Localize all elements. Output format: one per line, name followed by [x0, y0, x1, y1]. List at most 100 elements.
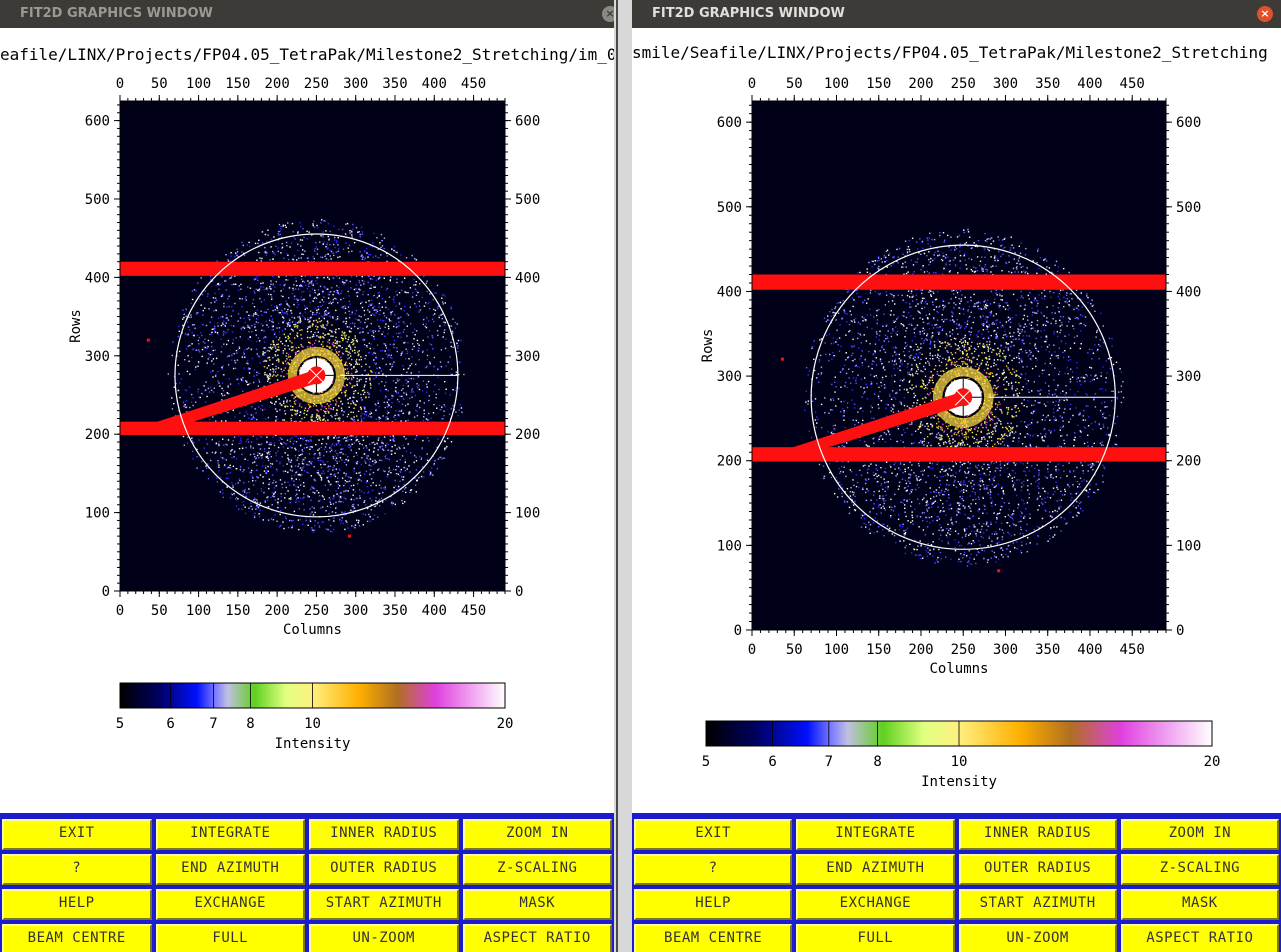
- beam-centre-button[interactable]: BEAM CENTRE: [2, 924, 152, 952]
- exchange-button[interactable]: EXCHANGE: [155, 889, 305, 920]
- x-tick-label: 200: [908, 76, 933, 92]
- x-tick-label: 100: [824, 76, 849, 92]
- x-tick-label: 0: [748, 76, 756, 92]
- y-tick-label: 0: [734, 623, 742, 639]
- command-menu: EXIT INTEGRATE INNER RADIUS ZOOM IN? END AZI…: [632, 813, 1281, 952]
- zoom-in-button[interactable]: ZOOM IN: [462, 819, 612, 850]
- colorbar-tick-label: 6: [768, 754, 776, 770]
- x-axis-label: Columns: [929, 661, 988, 677]
- colorbar-tick-label: 5: [116, 716, 124, 732]
- y-tick-label: 300: [717, 369, 742, 385]
- beam-stop-arm: [149, 369, 317, 434]
- colorbar-tick-label: 8: [246, 716, 254, 732]
- x-tick-label: 0: [116, 603, 124, 619]
- help-button[interactable]: HELP: [2, 889, 152, 920]
- y-tick-label: 300: [85, 349, 110, 365]
- outer-radius-button[interactable]: OUTER RADIUS: [958, 854, 1117, 885]
- un-zoom-button[interactable]: UN-ZOOM: [958, 924, 1117, 952]
- colorbar-tick-label: 8: [873, 754, 881, 770]
- x-tick-label: 350: [1035, 642, 1060, 658]
- y-tick-label: 0: [515, 584, 523, 600]
- question-button[interactable]: ?: [2, 854, 152, 885]
- x-tick-label: 250: [951, 76, 976, 92]
- x-tick-label: 400: [1077, 642, 1102, 658]
- x-tick-label: 150: [866, 642, 891, 658]
- start-azimuth-button[interactable]: START AZIMUTH: [309, 889, 459, 920]
- zoom-in-button[interactable]: ZOOM IN: [1120, 819, 1279, 850]
- beam-halo: [287, 346, 345, 404]
- x-tick-label: 300: [993, 76, 1018, 92]
- file-path-label: eafile/LINX/Projects/FP04.05_TetraPak/Mi…: [0, 45, 614, 64]
- y-tick-label: 100: [515, 506, 540, 522]
- aspect-ratio-button[interactable]: ASPECT RATIO: [1120, 924, 1279, 952]
- y-tick-label: 300: [515, 349, 540, 365]
- y-tick-label: 400: [1176, 284, 1201, 300]
- x-tick-label: 450: [1120, 76, 1145, 92]
- window-divider: [614, 0, 632, 952]
- plot-frame: [119, 100, 506, 592]
- y-tick-label: 500: [717, 200, 742, 216]
- integrate-button[interactable]: INTEGRATE: [796, 819, 955, 850]
- z-scaling-button[interactable]: Z-SCALING: [462, 854, 612, 885]
- graphics-window-right: FIT2D GRAPHICS WINDOW × smile/Seafile/LI…: [632, 0, 1281, 952]
- close-icon[interactable]: ×: [1257, 6, 1273, 22]
- plot-canvas[interactable]: smile/Seafile/LINX/Projects/FP04.05_Tetr…: [632, 28, 1281, 813]
- y-tick-label: 0: [1176, 623, 1184, 639]
- y-tick-label: 200: [515, 427, 540, 443]
- y-tick-label: 600: [717, 115, 742, 131]
- x-tick-label: 400: [422, 603, 447, 619]
- mask-button[interactable]: MASK: [462, 889, 612, 920]
- y-axis-label: Rows: [68, 309, 84, 343]
- plot-frame: [751, 100, 1167, 631]
- x-tick-label: 150: [866, 76, 891, 92]
- x-tick-label: 250: [951, 642, 976, 658]
- x-tick-label: 100: [824, 642, 849, 658]
- x-tick-label: 50: [786, 76, 803, 92]
- y-tick-label: 200: [85, 427, 110, 443]
- plot-canvas[interactable]: eafile/LINX/Projects/FP04.05_TetraPak/Mi…: [0, 28, 614, 813]
- colorbar-tick-label: 10: [951, 754, 968, 770]
- inner-radius-button[interactable]: INNER RADIUS: [958, 819, 1117, 850]
- colorbar-tick-label: 20: [1204, 754, 1221, 770]
- x-tick-label: 450: [461, 76, 486, 92]
- colorbar-label: Intensity: [921, 774, 997, 790]
- x-tick-label: 350: [382, 76, 407, 92]
- beam-centre-marker: [954, 388, 972, 406]
- diffraction-image: [120, 101, 505, 591]
- exit-button[interactable]: EXIT: [2, 819, 152, 850]
- x-tick-label: 50: [151, 76, 168, 92]
- graphics-window-left: FIT2D GRAPHICS WINDOW × eafile/LINX/Proj…: [0, 0, 614, 952]
- inner-radius-button[interactable]: INNER RADIUS: [309, 819, 459, 850]
- end-azimuth-button[interactable]: END AZIMUTH: [155, 854, 305, 885]
- close-icon[interactable]: ×: [602, 6, 614, 22]
- beam-stop-arm: [784, 391, 964, 460]
- exit-button[interactable]: EXIT: [634, 819, 793, 850]
- start-azimuth-button[interactable]: START AZIMUTH: [958, 889, 1117, 920]
- x-tick-label: 350: [382, 603, 407, 619]
- window-title: FIT2D GRAPHICS WINDOW: [20, 6, 213, 21]
- full-button[interactable]: FULL: [155, 924, 305, 952]
- full-button[interactable]: FULL: [796, 924, 955, 952]
- x-tick-label: 300: [343, 76, 368, 92]
- outer-radius-button[interactable]: OUTER RADIUS: [309, 854, 459, 885]
- y-tick-label: 200: [717, 454, 742, 470]
- z-scaling-button[interactable]: Z-SCALING: [1120, 854, 1279, 885]
- end-azimuth-button[interactable]: END AZIMUTH: [796, 854, 955, 885]
- y-tick-label: 0: [102, 584, 110, 600]
- x-tick-label: 250: [304, 603, 329, 619]
- colorbar-tick-label: 6: [166, 716, 174, 732]
- question-button[interactable]: ?: [634, 854, 793, 885]
- colorbar-tick-label: 20: [497, 716, 514, 732]
- mask-button[interactable]: MASK: [1120, 889, 1279, 920]
- y-tick-label: 600: [85, 114, 110, 130]
- help-button[interactable]: HELP: [634, 889, 793, 920]
- exchange-button[interactable]: EXCHANGE: [796, 889, 955, 920]
- colorbar-tick-label: 7: [825, 754, 833, 770]
- beam-centre-button[interactable]: BEAM CENTRE: [634, 924, 793, 952]
- aspect-ratio-button[interactable]: ASPECT RATIO: [462, 924, 612, 952]
- x-tick-label: 200: [264, 76, 289, 92]
- inner-radius-circle: [942, 376, 985, 419]
- integrate-button[interactable]: INTEGRATE: [155, 819, 305, 850]
- un-zoom-button[interactable]: UN-ZOOM: [309, 924, 459, 952]
- y-tick-label: 400: [515, 270, 540, 286]
